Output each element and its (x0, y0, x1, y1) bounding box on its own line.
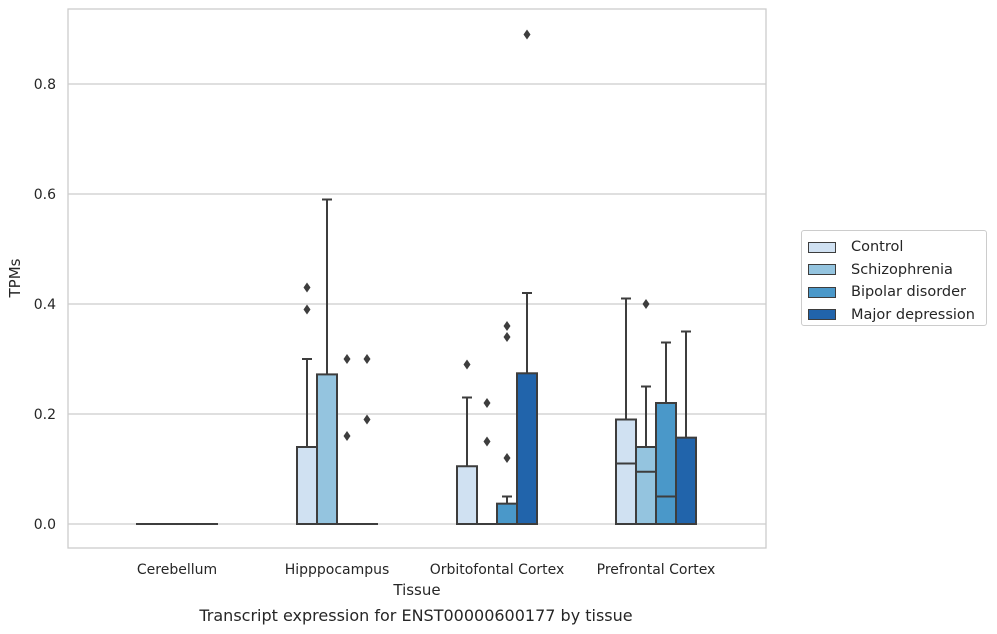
tick-labels: 0.0 0.2 0.4 0.6 0.8 Cerebellum Hipppocampus Orb… (34, 77, 716, 578)
box-group (336, 354, 358, 526)
y-tick-label: 0.0 (34, 517, 56, 533)
box (296, 446, 318, 525)
y-tick-label: 0.6 (34, 187, 56, 203)
box (635, 446, 657, 525)
box-group (316, 198, 338, 525)
legend-item: Control (808, 236, 986, 259)
outlier-point (363, 414, 371, 425)
outlier-point (303, 304, 311, 315)
chart-caption: Transcript expression for ENST0000060017… (199, 606, 633, 625)
legend-item: Schizophrenia (808, 259, 986, 282)
x-tick-label: Hipppocampus (285, 562, 390, 578)
box (675, 436, 697, 525)
outlier-point (463, 359, 471, 370)
box-group (615, 297, 637, 525)
legend-item: Bipolar disorder (808, 281, 986, 304)
y-tick-label: 0.2 (34, 407, 56, 423)
box (316, 373, 338, 525)
legend-item: Major depression (808, 304, 986, 327)
x-tick-label: Cerebellum (137, 562, 217, 578)
y-tick-label: 0.8 (34, 77, 56, 93)
legend: Control Schizophrenia Bipolar disorder Majo… (801, 230, 987, 326)
outlier-point (483, 436, 491, 447)
box-group (675, 330, 697, 525)
outlier-point (343, 354, 351, 364)
boxes-layer (136, 29, 697, 526)
outlier-point (503, 321, 511, 331)
box-group (496, 321, 518, 525)
box-group (655, 341, 677, 525)
plot-frame (67, 8, 767, 549)
box (456, 465, 478, 525)
legend-swatch (808, 309, 836, 321)
legend-label: Bipolar disorder (851, 284, 966, 301)
box (516, 372, 538, 525)
box (615, 418, 637, 525)
outlier-point (343, 431, 351, 441)
box-group (456, 359, 478, 525)
legend-swatch (808, 286, 836, 298)
box-group (516, 29, 538, 525)
outlier-point (523, 29, 531, 40)
x-tick-label: Prefrontal Cortex (597, 562, 716, 578)
outlier-point (503, 453, 511, 463)
box (655, 402, 677, 525)
box-group (356, 354, 378, 526)
y-axis-title: TPMs (6, 258, 24, 298)
box-group (635, 299, 657, 525)
outlier-point (483, 398, 491, 408)
outlier-point (363, 354, 371, 364)
x-axis-title: Tissue (392, 581, 440, 599)
legend-label: Schizophrenia (851, 261, 953, 278)
x-tick-label: Orbitofontal Cortex (430, 562, 565, 578)
box-group (296, 282, 318, 525)
y-tick-label: 0.4 (34, 297, 56, 313)
outlier-point (503, 332, 511, 342)
legend-label: Major depression (851, 306, 975, 323)
box-group (476, 398, 498, 526)
box (496, 502, 518, 525)
outlier-point (303, 282, 311, 293)
legend-swatch (808, 241, 836, 253)
legend-swatch (808, 264, 836, 276)
legend-label: Control (851, 239, 904, 256)
outlier-point (642, 299, 650, 309)
